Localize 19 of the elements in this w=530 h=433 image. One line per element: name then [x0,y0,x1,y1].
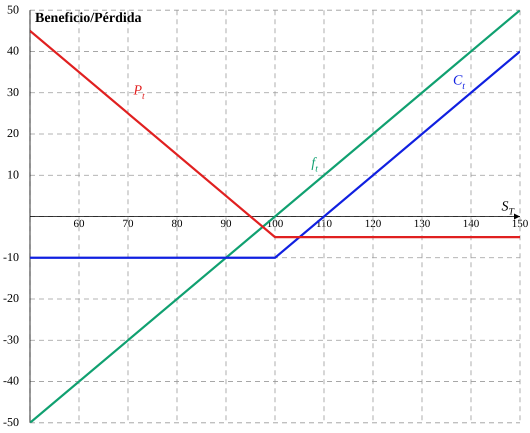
y-tick-label: -30 [2,332,19,346]
y-tick-label: -10 [2,250,19,264]
y-tick-label: -50 [2,414,19,429]
x-tick-label: 60 [73,218,85,230]
y-tick-label: 50 [6,2,19,16]
x-tick-label: 70 [122,218,134,230]
y-tick-label: -20 [2,291,19,306]
x-tick-label: 130 [414,218,431,230]
y-tick-label: 10 [6,167,19,182]
y-tick-label: 40 [6,44,19,58]
y-tick-label: 30 [6,84,19,99]
x-tick-label: 120 [364,218,382,230]
y-tick-label: 20 [6,126,19,140]
x-tick-label: 140 [462,218,480,230]
x-tick-label: 80 [171,218,183,230]
x-tick-label: 90 [220,218,232,230]
y-tick-label: -40 [2,374,19,388]
x-tick-label: 150 [512,218,529,230]
y-axis-title: Beneficio/Pérdida [34,11,142,26]
